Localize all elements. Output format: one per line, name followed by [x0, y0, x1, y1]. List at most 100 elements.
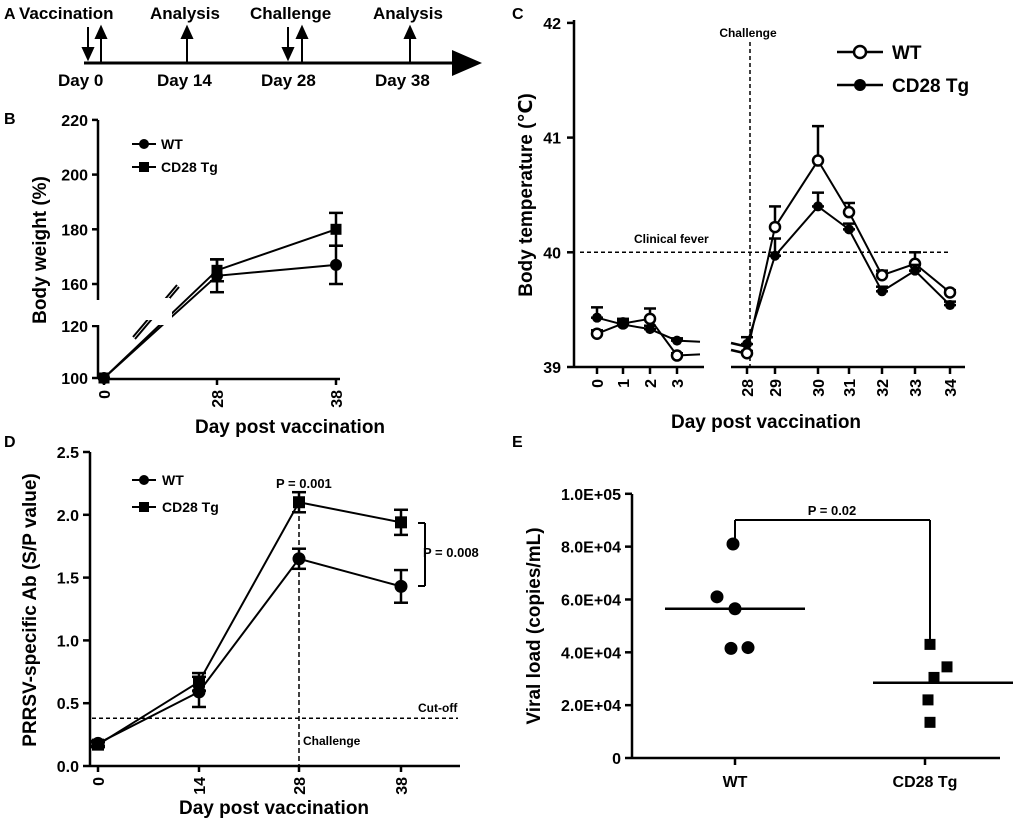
challenge-label: Challenge	[719, 26, 777, 40]
y-axis-title: Body weight (%)	[30, 176, 51, 324]
panel-label: C	[512, 6, 524, 23]
x-tick-label: 0	[91, 777, 108, 786]
chart-panel-e: E 0 2.0E+04 4.0E+04 6.0E+04 8.0E+04 1.0E+05 WT C…	[512, 434, 1013, 791]
x-tick-label: 30	[811, 379, 828, 397]
data-point	[844, 224, 854, 235]
x-tick-label: 1	[616, 379, 633, 388]
y-tick-label: 2.5	[57, 445, 79, 462]
data-point	[928, 671, 940, 683]
axis-break-gap	[140, 298, 170, 320]
p-value-label: P = 0.02	[808, 503, 857, 518]
x-tick-label: 14	[192, 777, 209, 795]
legend-label-wt: WT	[161, 136, 183, 152]
data-point	[875, 268, 889, 282]
data-point	[192, 685, 206, 699]
timeline-event-label: Analysis	[150, 4, 220, 23]
panel-label: D	[4, 434, 16, 451]
challenge-label: Challenge	[303, 734, 361, 748]
y-tick-label: 1.5	[57, 571, 79, 588]
chart-panel-b: B 160 180 200 220 100 120 0 28 38 Body weight (%) D…	[4, 111, 385, 438]
y-tick-label: 200	[61, 168, 88, 185]
data-point	[292, 552, 306, 566]
data-point	[211, 264, 223, 276]
x-tick-label: 3	[670, 379, 687, 388]
y-tick-label: 4.0E+04	[561, 645, 621, 662]
data-point	[842, 205, 856, 219]
legend-marker-tg	[854, 79, 866, 91]
x-tick-label: 38	[394, 777, 411, 795]
x-tick-label: 0	[97, 390, 114, 399]
legend-label-tg: CD28 Tg	[161, 159, 218, 175]
data-point	[193, 675, 205, 688]
x-tick-label: 2	[643, 379, 660, 388]
data-point	[394, 579, 408, 593]
p-value-label-day28: P = 0.001	[276, 476, 332, 491]
data-point	[941, 661, 953, 673]
timeline-event-label: Vaccination	[19, 4, 113, 23]
data-point	[710, 590, 724, 604]
legend-label-wt: WT	[892, 43, 922, 64]
axis-break-slash	[730, 341, 745, 348]
panel-label: B	[4, 111, 16, 128]
up-arrow-icon	[403, 24, 417, 39]
y-tick-label: 180	[61, 222, 88, 239]
chart-panel-d: D 0.0 0.5 1.0 1.5 2.0 2.5 0 14 28 38 PRRSV-specific…	[4, 434, 479, 819]
x-axis-title: Day post vaccination	[195, 417, 385, 438]
y-axis-title: PRRSV-specific Ab (S/P value)	[20, 473, 41, 746]
x-tick-label: 28	[740, 379, 757, 397]
y-tick-label: 39	[543, 360, 561, 377]
y-tick-label: 0.0	[57, 759, 79, 776]
y-tick-label: 6.0E+04	[561, 592, 621, 609]
clinical-fever-label: Clinical fever	[634, 232, 709, 246]
legend-marker-wt	[139, 475, 149, 485]
panel-label: E	[512, 434, 523, 451]
y-tick-label: 2.0	[57, 508, 79, 525]
data-point	[670, 349, 684, 362]
data-point	[293, 496, 305, 509]
data-point	[910, 265, 920, 276]
x-tick-label: 0	[590, 379, 607, 388]
timeline-day-label: Day 28	[261, 71, 316, 90]
data-point	[590, 327, 604, 340]
y-tick-label: 160	[61, 277, 88, 294]
x-tick-label: 31	[842, 379, 859, 397]
cutoff-label: Cut-off	[418, 701, 458, 715]
y-tick-label: 2.0E+04	[561, 698, 621, 715]
data-point	[811, 154, 825, 167]
legend-label-wt: WT	[162, 472, 184, 488]
legend-marker-wt	[139, 139, 149, 149]
data-point	[330, 223, 342, 235]
x-tick-label: CD28 Tg	[893, 774, 958, 791]
data-point	[643, 312, 657, 326]
p-value-label-bracket: P = 0.008	[423, 545, 479, 560]
y-tick-label: 0	[612, 751, 621, 768]
y-axis-title: Body temperature (℃)	[516, 93, 537, 297]
data-point	[645, 324, 655, 335]
y-tick-label: 8.0E+04	[561, 540, 621, 557]
x-tick-label: 34	[943, 379, 960, 397]
timeline-panel-label: A	[4, 6, 16, 23]
y-tick-label: 120	[61, 319, 88, 336]
legend-marker-tg	[139, 502, 149, 512]
y-tick-label: 1.0	[57, 633, 79, 650]
y-tick-label: 0.5	[57, 696, 79, 713]
y-tick-label: 1.0E+05	[561, 487, 621, 504]
data-point	[740, 346, 754, 360]
data-point	[330, 258, 342, 271]
data-point	[742, 339, 752, 350]
legend-marker-wt	[852, 44, 868, 60]
chart-panel-c: C 39 40 41 42 0 1 2 3 28 29 30 31 32 33 34 Body temperat…	[512, 6, 969, 433]
y-tick-label: 42	[543, 16, 561, 33]
x-tick-label: WT	[723, 774, 748, 791]
timeline-day-label: Day 0	[58, 71, 103, 90]
x-axis-title: Day post vaccination	[179, 798, 369, 819]
down-arrow-icon	[81, 47, 95, 62]
timeline-day-label: Day 14	[157, 71, 212, 90]
data-point	[877, 286, 887, 297]
x-tick-label: 29	[768, 379, 785, 397]
data-point	[592, 312, 602, 323]
data-point	[395, 516, 407, 529]
timeline-event-label: Analysis	[373, 4, 443, 23]
up-arrow-icon	[180, 24, 194, 39]
up-arrow-icon	[295, 24, 309, 39]
